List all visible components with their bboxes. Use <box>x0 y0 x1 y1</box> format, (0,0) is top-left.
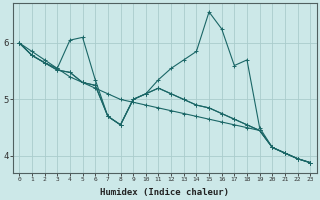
X-axis label: Humidex (Indice chaleur): Humidex (Indice chaleur) <box>100 188 229 197</box>
